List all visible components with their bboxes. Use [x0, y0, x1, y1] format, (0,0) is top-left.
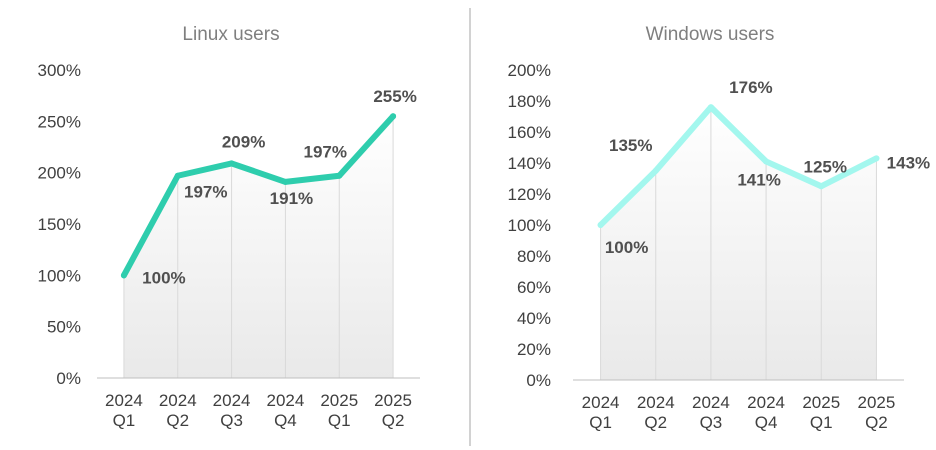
y-tick-label: 20% [517, 340, 551, 359]
x-tick-quarter: Q1 [810, 413, 833, 432]
data-point [336, 172, 343, 179]
y-tick-label: 200% [508, 61, 551, 80]
area-fill [600, 107, 877, 380]
y-tick-label: 100% [38, 266, 81, 285]
data-point [228, 160, 235, 167]
x-tick-year: 2024 [692, 393, 730, 412]
x-tick-year: 2024 [637, 393, 675, 412]
x-tick-quarter: Q2 [644, 413, 667, 432]
y-tick-label: 40% [517, 309, 551, 328]
x-tick-quarter: Q1 [113, 411, 136, 430]
chart-title: Windows users [646, 24, 775, 45]
y-tick-label: 0% [526, 371, 551, 390]
data-label: 197% [184, 183, 227, 202]
x-tick-label: 2024 Q3 [692, 393, 730, 432]
data-point [818, 183, 825, 190]
data-label: 197% [304, 143, 347, 162]
y-tick-label: 250% [38, 112, 81, 131]
series-line [120, 113, 397, 279]
chart-title: Linux users [182, 24, 279, 45]
x-tick-label: 2025 Q2 [858, 393, 896, 432]
x-tick-label: 2025 Q2 [374, 391, 412, 430]
y-tick-label: 120% [508, 185, 551, 204]
x-tick-quarter: Q2 [166, 411, 189, 430]
data-label: 255% [373, 87, 416, 106]
y-tick-label: 80% [517, 247, 551, 266]
data-label: 100% [605, 238, 648, 257]
y-tick-label: 100% [508, 216, 551, 235]
x-tick-quarter: Q2 [865, 413, 888, 432]
data-label: 209% [222, 132, 265, 151]
y-tick-label: 200% [38, 164, 81, 183]
x-tick-year: 2025 [858, 393, 896, 412]
x-tick-quarter: Q1 [589, 413, 612, 432]
x-tick-label: 2024 Q1 [105, 391, 143, 430]
data-point [597, 222, 604, 228]
x-tick-year: 2025 [320, 391, 358, 410]
data-label: 100% [142, 268, 185, 287]
x-tick-quarter: Q1 [328, 411, 351, 430]
x-tick-year: 2024 [747, 393, 785, 412]
data-label: 135% [609, 136, 652, 155]
x-tick-quarter: Q4 [274, 411, 297, 430]
x-tick-label: 2025 Q1 [320, 391, 358, 430]
data-point [120, 272, 127, 279]
chart-0: Linux users 0% 50% 100% 150% 200% 250% 300% 100%… [38, 24, 420, 430]
x-tick-label: 2024 Q3 [213, 391, 251, 430]
x-tick-year: 2024 [105, 391, 143, 410]
data-point [873, 155, 880, 162]
data-label: 125% [804, 157, 847, 176]
y-tick-label: 140% [508, 154, 551, 173]
x-tick-year: 2025 [374, 391, 412, 410]
y-tick-label: 150% [38, 215, 81, 234]
data-label: 143% [887, 153, 930, 172]
x-tick-year: 2025 [802, 393, 840, 412]
data-label: 191% [270, 189, 313, 208]
data-point [763, 158, 770, 165]
y-tick-label: 160% [508, 123, 551, 142]
x-tick-quarter: Q4 [755, 413, 778, 432]
x-tick-label: 2024 Q4 [747, 393, 785, 432]
data-label: 141% [737, 170, 780, 189]
x-tick-label: 2025 Q1 [802, 393, 840, 432]
y-tick-label: 300% [38, 61, 81, 80]
x-tick-label: 2024 Q1 [582, 393, 620, 432]
data-point [652, 167, 659, 174]
x-tick-quarter: Q3 [700, 413, 723, 432]
x-tick-year: 2024 [213, 391, 251, 410]
x-tick-year: 2024 [582, 393, 620, 412]
data-label: 176% [729, 78, 772, 97]
x-tick-year: 2024 [159, 391, 197, 410]
x-tick-label: 2024 Q4 [267, 391, 305, 430]
x-tick-label: 2024 Q2 [159, 391, 197, 430]
y-tick-label: 60% [517, 278, 551, 297]
series-line [597, 104, 880, 228]
x-tick-quarter: Q3 [220, 411, 243, 430]
y-tick-label: 180% [508, 92, 551, 111]
x-tick-year: 2024 [267, 391, 305, 410]
y-tick-label: 50% [47, 318, 81, 337]
chart-1: Windows users 0% 20% 40% 60% 80% 100% 120% 140% 1… [508, 24, 931, 432]
area-fill [123, 116, 394, 378]
data-point [174, 172, 181, 179]
x-tick-quarter: Q2 [382, 411, 405, 430]
x-tick-label: 2024 Q2 [637, 393, 675, 432]
data-point [282, 178, 289, 185]
y-tick-label: 0% [56, 369, 81, 388]
data-point [707, 104, 714, 111]
data-point [390, 113, 397, 120]
